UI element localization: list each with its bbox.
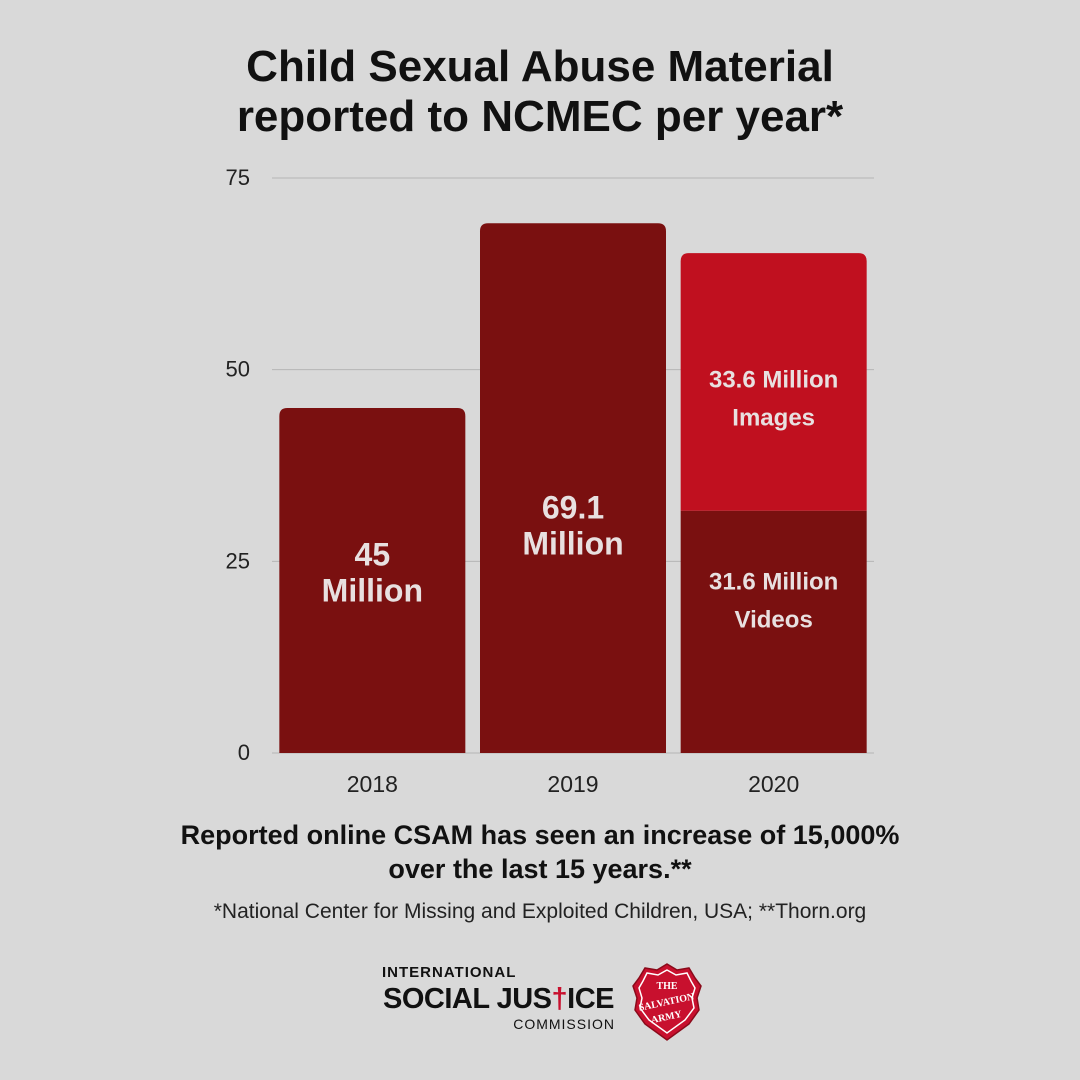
bar-label-2020-images-line2: Images (732, 405, 815, 432)
salvation-army-shield-icon: THE SALVATION ARMY (632, 963, 702, 1041)
ijsc-logo-line2: SOCIAL JUS†ICE (376, 984, 621, 1014)
ijsc-logo-line2c: ICE (567, 983, 614, 1015)
logo-block: INTERNATIONAL SOCIAL JUS†ICE COMMISSION … (376, 962, 706, 1042)
x-tick-label-2018: 2018 (347, 771, 398, 797)
footnote-line2: over the last 15 years.** (388, 854, 692, 884)
bar-chart: 0255075201845Million201969.1Million20203… (226, 165, 874, 797)
chart-title-line2: reported to NCMEC per year* (236, 92, 844, 141)
bar-2020-images (680, 253, 867, 511)
bar-label-2018-videos-line1: 45 (355, 537, 391, 573)
y-tick-label-50: 50 (226, 357, 250, 382)
bar-label-2020-videos-line1: 31.6 Million (709, 569, 838, 596)
y-tick-label-75: 75 (226, 165, 250, 190)
bar-label-2020-images-line1: 33.6 Million (709, 367, 838, 394)
x-tick-label-2019: 2019 (547, 771, 598, 797)
cross-icon: † (551, 983, 568, 1015)
source-citation: *National Center for Missing and Exploit… (213, 900, 867, 923)
bar-label-2020-videos-line2: Videos (735, 607, 813, 634)
footnote-line1: Reported online CSAM has seen an increas… (180, 820, 900, 850)
ijsc-logo-line1: INTERNATIONAL (382, 964, 517, 981)
shield-text-1: THE (656, 981, 677, 992)
bar-label-2019-videos-line2: Million (522, 526, 623, 562)
ijsc-logo-line2a: SOCIAL JUS (383, 983, 552, 1015)
y-tick-label-25: 25 (226, 548, 250, 573)
ijsc-logo: INTERNATIONAL SOCIAL JUS†ICE COMMISSION (376, 962, 621, 1034)
footnote: Reported online CSAM has seen an increas… (0, 818, 1080, 886)
ijsc-logo-line3: COMMISSION (513, 1016, 615, 1032)
bar-label-2018-videos-line2: Million (322, 573, 423, 609)
bar-label-2019-videos-line1: 69.1 (542, 490, 604, 526)
chart-title: Child Sexual Abuse Material reported to … (0, 42, 1080, 142)
chart-title-line1: Child Sexual Abuse Material (246, 42, 834, 91)
x-tick-label-2020: 2020 (748, 771, 799, 797)
bar-2019-videos (480, 223, 666, 753)
bar-2018-videos (279, 408, 466, 753)
y-tick-label-0: 0 (238, 740, 250, 765)
bar-2020-videos (680, 510, 867, 753)
